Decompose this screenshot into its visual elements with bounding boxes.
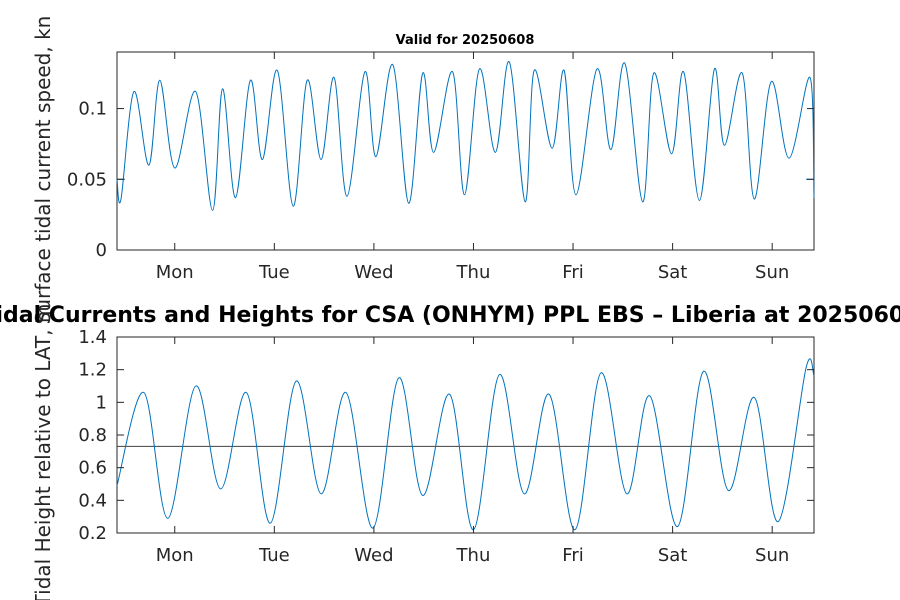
current-speed-y-ticks: 0 0.05 0.1 bbox=[67, 99, 814, 261]
current-speed-x-ticks: Mon Tue Wed Thu Fri Sat Sun bbox=[156, 52, 789, 283]
current-speed-x-tick-label: Thu bbox=[456, 262, 491, 283]
tidal-height-title: Tidal Currents and Heights for CSA (ONHY… bbox=[0, 303, 900, 328]
tidal-height-x-tick-label: Wed bbox=[354, 545, 393, 566]
tidal-height-y-ticks: 0.2 0.4 0.6 0.8 1 1.2 1.4 bbox=[78, 327, 814, 544]
current-speed-panel: 0 0.05 0.1 Mon Tue Wed Thu Fri Sat Sun Valid for… bbox=[31, 16, 815, 325]
current-speed-x-tick-label: Sun bbox=[755, 262, 789, 283]
tidal-height-x-tick-label: Mon bbox=[156, 545, 194, 566]
current-speed-x-tick-label: Fri bbox=[562, 262, 583, 283]
tidal-height-panel: 0.2 0.4 0.6 0.8 1 1.2 1.4 Mon Tue Wed Thu Fri Sat Su… bbox=[0, 303, 900, 600]
tidal-height-y-tick-label: 0.8 bbox=[78, 425, 107, 446]
tidal-height-y-tick-label: 0.6 bbox=[78, 458, 107, 479]
current-speed-y-tick-label: 0.05 bbox=[67, 169, 107, 190]
current-speed-x-tick-label: Sat bbox=[658, 262, 688, 283]
tidal-height-x-tick-label: Sat bbox=[658, 545, 688, 566]
tidal-height-x-tick-label: Tue bbox=[258, 545, 290, 566]
current-speed-plot-area bbox=[116, 51, 815, 251]
tidal-height-series-line bbox=[116, 358, 815, 531]
tidal-height-y-tick-label: 1.4 bbox=[78, 327, 107, 348]
current-speed-title: Valid for 20250608 bbox=[396, 33, 535, 48]
current-speed-x-tick-label: Tue bbox=[258, 262, 290, 283]
tidal-height-x-tick-label: Thu bbox=[456, 545, 491, 566]
current-speed-x-tick-label: Wed bbox=[354, 262, 393, 283]
current-speed-y-axis-label: Surface tidal current speed, kn bbox=[31, 16, 55, 325]
current-speed-y-tick-label: 0.1 bbox=[78, 99, 107, 120]
tidal-height-y-axis-label: Tidal Height relative to LAT, m bbox=[31, 304, 55, 600]
tidal-height-y-tick-label: 1 bbox=[96, 392, 107, 413]
tidal-height-y-tick-label: 1.2 bbox=[78, 360, 107, 381]
tidal-height-plot-area bbox=[116, 336, 815, 534]
current-speed-y-tick-label: 0 bbox=[96, 240, 107, 261]
current-speed-x-tick-label: Mon bbox=[156, 262, 194, 283]
tidal-height-y-tick-label: 0.4 bbox=[78, 490, 107, 511]
current-speed-series-line bbox=[116, 61, 815, 211]
tidal-height-y-tick-label: 0.2 bbox=[78, 523, 107, 544]
tidal-height-x-tick-label: Fri bbox=[562, 545, 583, 566]
tidal-height-x-tick-label: Sun bbox=[755, 545, 789, 566]
tidal-height-x-ticks: Mon Tue Wed Thu Fri Sat Sun bbox=[156, 337, 789, 566]
